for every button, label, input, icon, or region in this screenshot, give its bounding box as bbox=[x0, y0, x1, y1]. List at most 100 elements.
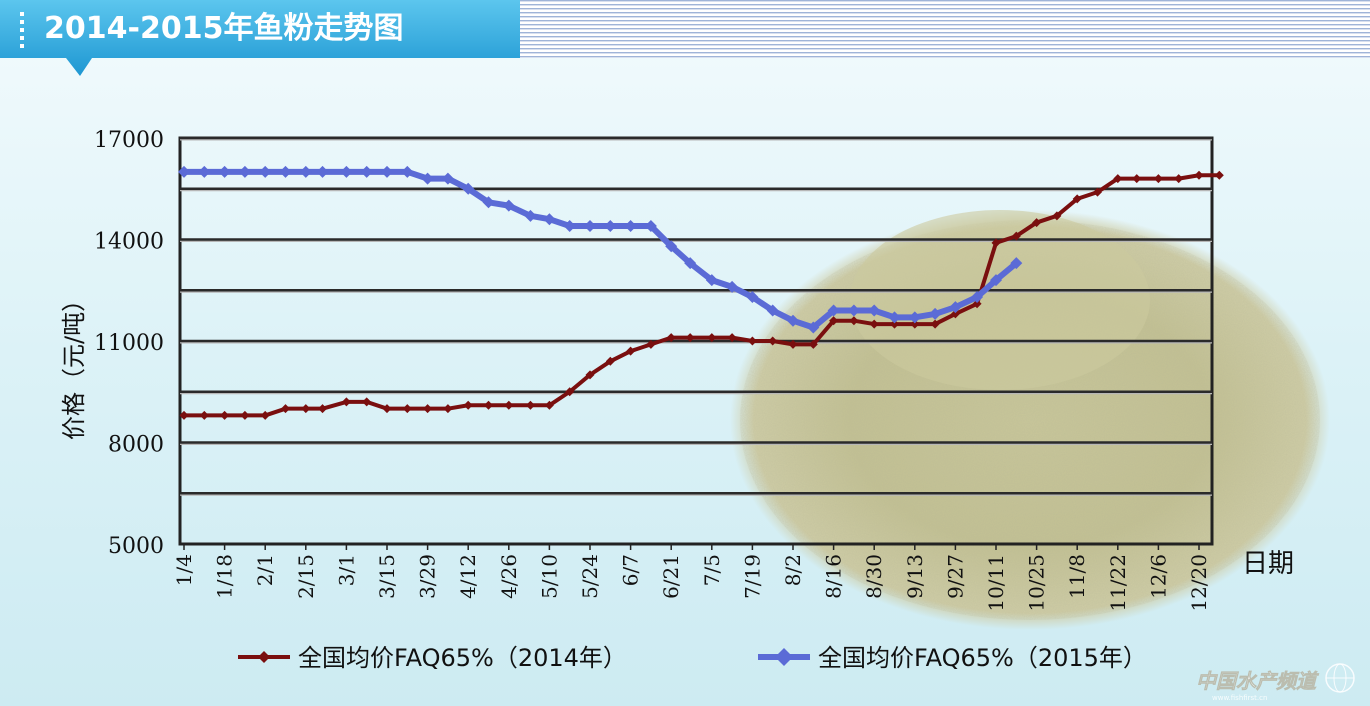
y-tick-label: 8000 bbox=[108, 433, 164, 458]
x-tick-label: 8/30 bbox=[862, 554, 886, 599]
y-tick-label: 17000 bbox=[94, 128, 164, 153]
data-point bbox=[827, 304, 840, 317]
globe-icon bbox=[1325, 663, 1355, 693]
data-point bbox=[971, 291, 984, 304]
x-tick-label: 12/20 bbox=[1187, 554, 1211, 612]
data-point bbox=[847, 304, 860, 317]
legend-swatch-marker bbox=[775, 648, 793, 666]
data-point bbox=[665, 240, 678, 253]
data-point bbox=[341, 397, 351, 407]
x-tick-label: 7/19 bbox=[740, 554, 764, 599]
data-point bbox=[544, 400, 554, 410]
data-point bbox=[787, 314, 799, 327]
x-tick-label: 11/22 bbox=[1106, 554, 1130, 612]
data-point bbox=[1132, 174, 1142, 184]
data-point bbox=[299, 165, 312, 178]
data-point bbox=[726, 280, 739, 293]
x-tick-label: 1/18 bbox=[213, 554, 237, 599]
series-layer bbox=[178, 165, 1224, 420]
y-axis-ticks: 5000 8000 11000 14000 17000 bbox=[94, 128, 164, 559]
data-point bbox=[563, 219, 576, 232]
data-point bbox=[179, 410, 189, 420]
data-point bbox=[1174, 174, 1184, 184]
data-point bbox=[746, 291, 759, 304]
data-point bbox=[1153, 174, 1163, 184]
data-point bbox=[626, 346, 636, 356]
x-axis-label: 日期 bbox=[1242, 549, 1294, 579]
data-point bbox=[1194, 170, 1204, 180]
data-point bbox=[316, 165, 329, 178]
data-point bbox=[1214, 170, 1224, 180]
data-point bbox=[504, 400, 514, 410]
data-point bbox=[684, 257, 697, 270]
series-1 bbox=[179, 170, 1224, 420]
data-point bbox=[1113, 174, 1123, 184]
legend-item-1: 全国均价FAQ65%（2014年） bbox=[238, 644, 627, 672]
x-tick-label: 2/1 bbox=[253, 554, 277, 586]
data-point bbox=[829, 316, 839, 326]
data-point bbox=[462, 182, 475, 195]
data-point bbox=[259, 165, 272, 178]
data-point bbox=[279, 165, 292, 178]
data-point bbox=[990, 274, 1002, 287]
data-point bbox=[849, 316, 859, 326]
header-banner: 2014-2015年鱼粉走势图 bbox=[0, 0, 520, 76]
header-stripes bbox=[520, 0, 1370, 58]
data-point bbox=[524, 209, 537, 222]
data-point bbox=[624, 219, 637, 232]
x-axis-ticks: 1/4 1/18 2/1 2/15 3/1 3/15 3/29 4/12 4/26 5/10 5/2… bbox=[172, 544, 1211, 612]
data-point bbox=[929, 307, 942, 320]
data-point bbox=[401, 165, 414, 178]
data-point bbox=[991, 238, 1001, 248]
data-point bbox=[727, 333, 737, 343]
watermark: 中国水产频道 www.fishfirst.cn bbox=[1196, 663, 1355, 702]
data-point bbox=[766, 304, 779, 317]
data-point bbox=[421, 172, 434, 185]
data-point bbox=[788, 339, 798, 349]
data-point bbox=[868, 304, 881, 317]
data-point bbox=[950, 309, 960, 319]
x-tick-label: 8/2 bbox=[781, 554, 805, 586]
x-tick-label: 6/7 bbox=[619, 554, 643, 586]
data-point bbox=[463, 400, 473, 410]
x-tick-label: 6/21 bbox=[659, 554, 683, 599]
data-point bbox=[423, 404, 433, 414]
data-point bbox=[1010, 257, 1023, 270]
data-point bbox=[685, 333, 695, 343]
y-tick-label: 11000 bbox=[94, 331, 164, 356]
x-tick-label: 9/27 bbox=[943, 554, 967, 599]
legend-item-2: 全国均价FAQ65%（2015年） bbox=[758, 644, 1147, 672]
x-tick-label: 1/4 bbox=[172, 554, 196, 586]
x-tick-label: 7/5 bbox=[700, 554, 724, 586]
x-tick-label: 8/16 bbox=[822, 554, 846, 599]
y-tick-label: 14000 bbox=[94, 230, 164, 255]
data-point bbox=[949, 301, 962, 314]
data-point bbox=[807, 321, 820, 334]
data-point bbox=[646, 339, 656, 349]
series-2 bbox=[178, 165, 1023, 334]
x-tick-label: 4/26 bbox=[497, 554, 521, 599]
data-point bbox=[1011, 231, 1021, 241]
data-point bbox=[565, 387, 575, 397]
data-point bbox=[768, 336, 778, 346]
plot-area: 5000 8000 11000 14000 17000 1/4 1/18 2/1 2/15 3/… bbox=[94, 128, 1224, 612]
header-title: 2014-2015年鱼粉走势图 bbox=[44, 11, 403, 46]
data-point bbox=[747, 336, 757, 346]
data-point bbox=[381, 165, 393, 178]
data-point bbox=[238, 165, 251, 178]
data-point bbox=[543, 213, 556, 226]
x-tick-label: 3/1 bbox=[334, 554, 358, 586]
data-point bbox=[1052, 211, 1062, 221]
legend-label: 全国均价FAQ65%（2014年） bbox=[298, 644, 627, 672]
data-point bbox=[301, 404, 311, 414]
data-point bbox=[644, 219, 657, 232]
data-point bbox=[198, 165, 211, 178]
data-point bbox=[318, 404, 328, 414]
x-tick-label: 9/13 bbox=[903, 554, 927, 599]
data-point bbox=[605, 356, 615, 366]
data-point bbox=[888, 311, 901, 324]
data-point bbox=[178, 165, 190, 178]
data-point bbox=[666, 333, 676, 343]
data-point bbox=[482, 196, 495, 209]
y-axis-label: 价格（元/吨） bbox=[60, 288, 88, 440]
